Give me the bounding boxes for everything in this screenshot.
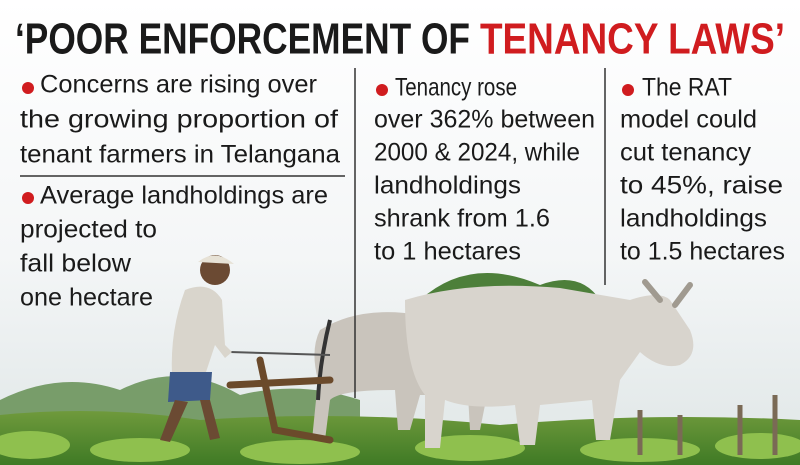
- bullet-line: landholdings: [620, 205, 767, 233]
- bullet-line: landholdings: [374, 172, 521, 200]
- bullet-line: one hectare: [20, 284, 153, 312]
- bullet-line: projected to: [20, 216, 157, 244]
- bullet-line: The RAT: [642, 74, 732, 102]
- bullet-text: Concerns are rising over the growing prop…: [20, 71, 785, 312]
- title-red: TENANCY LAWS’: [480, 15, 785, 64]
- bullet-dots: [22, 82, 634, 204]
- title-black: ‘POOR ENFORCEMENT OF: [15, 15, 470, 64]
- bullet-line: model could: [620, 106, 757, 134]
- bullet-line: Tenancy rose: [395, 74, 517, 102]
- bullet-line: to 1 hectares: [374, 238, 521, 266]
- bullet-line: cut tenancy: [620, 139, 752, 167]
- bullet-line: fall below: [20, 250, 132, 278]
- bullet-line: the growing proportion of: [20, 106, 338, 134]
- bullet-line: Average landholdings are: [40, 182, 328, 210]
- dividers: [20, 68, 606, 398]
- photo: [0, 255, 800, 465]
- bullet-line: to 1.5 hectares: [620, 238, 785, 266]
- bullet-line: tenant farmers in Telangana: [20, 141, 340, 169]
- bullet-line: over 362% between: [374, 106, 595, 134]
- bullet-line: to 45%, raise: [620, 172, 783, 200]
- bullet-line: Concerns are rising over: [40, 71, 317, 99]
- bullet-line: 2000 & 2024, while: [374, 139, 580, 167]
- bullet-line: shrank from 1.6: [374, 205, 550, 233]
